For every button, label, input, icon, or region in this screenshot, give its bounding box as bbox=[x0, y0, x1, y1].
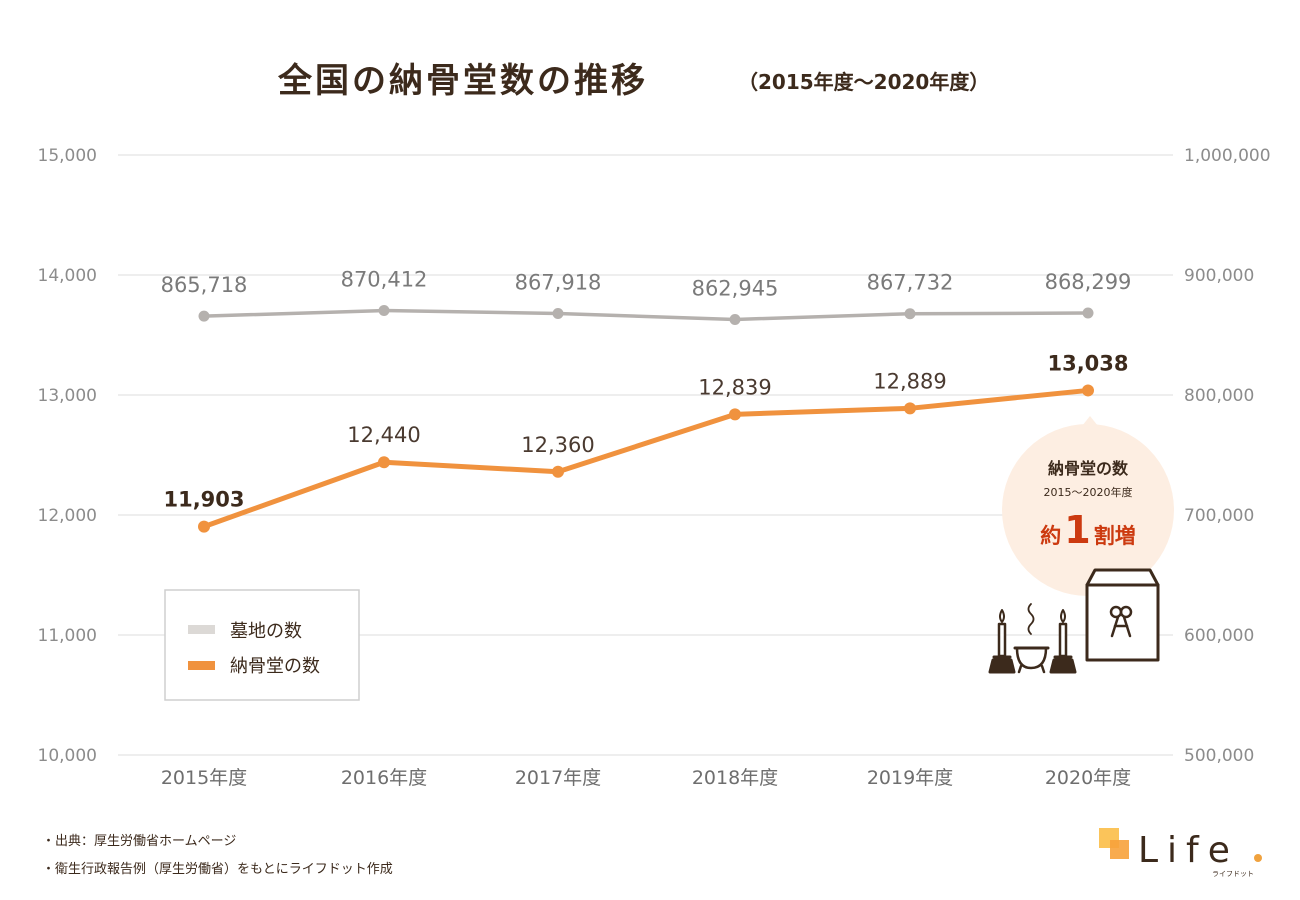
y-axis-right: 500,000 600,000 700,000 800,000 900,000 1,000… bbox=[1184, 146, 1271, 766]
y-left-tick-label: 13,000 bbox=[38, 386, 97, 406]
data-point-nokotsudo bbox=[1082, 384, 1094, 397]
y-left-tick-label: 10,000 bbox=[38, 746, 97, 766]
y-left-tick-label: 11,000 bbox=[38, 626, 97, 646]
data-point-grave bbox=[552, 307, 564, 319]
data-label-nokotsudo: 12,889 bbox=[873, 369, 946, 393]
logo-mark-front bbox=[1110, 840, 1129, 859]
data-point-nokotsudo bbox=[198, 520, 210, 533]
x-tick-label: 2019年度 bbox=[867, 767, 953, 789]
chart-subtitle: （2015年度〜2020年度） bbox=[738, 70, 989, 94]
data-label-grave: 862,945 bbox=[692, 276, 779, 300]
source-line-2: ・衛生行政報告例（厚生労働省）をもとにライフドット作成 bbox=[42, 862, 393, 877]
series-line-grave bbox=[203, 308, 1089, 322]
data-point-nokotsudo bbox=[552, 465, 564, 478]
logo-text: Life bbox=[1138, 830, 1239, 871]
data-label-grave: 865,718 bbox=[161, 273, 248, 297]
candle-left-icon bbox=[988, 609, 1016, 674]
brand-logo: Life ライフドット bbox=[1099, 828, 1262, 878]
y-left-tick-label: 15,000 bbox=[38, 146, 97, 166]
y-right-tick-label: 600,000 bbox=[1184, 626, 1254, 646]
x-tick-label: 2020年度 bbox=[1045, 767, 1131, 789]
data-label-nokotsudo: 12,440 bbox=[347, 423, 420, 447]
data-label-nokotsudo: 11,903 bbox=[163, 488, 244, 512]
callout-line1: 納骨堂の数 bbox=[1048, 459, 1129, 478]
callout-emphasis: 約1 割増 bbox=[1040, 508, 1135, 552]
x-axis: 2015年度 2016年度 2017年度 2018年度 2019年度 2020年度 bbox=[161, 767, 1131, 789]
y-right-tick-label: 900,000 bbox=[1184, 266, 1254, 286]
series-line-nokotsudo bbox=[203, 387, 1089, 529]
data-label-nokotsudo: 13,038 bbox=[1047, 351, 1128, 375]
data-label-grave: 868,299 bbox=[1045, 270, 1132, 294]
candle-right-icon bbox=[1049, 609, 1077, 674]
legend-label-nokotsudo: 納骨堂の数 bbox=[230, 656, 320, 677]
data-label-grave: 867,918 bbox=[515, 270, 602, 294]
series-nokotsudo: 11,903 12,440 12,360 12,839 12,889 13,038 bbox=[163, 351, 1129, 533]
data-label-grave: 870,412 bbox=[341, 268, 428, 292]
callout-circle bbox=[1002, 424, 1174, 596]
chart-title: 全国の納骨堂数の推移 bbox=[277, 61, 648, 101]
altar-illustration bbox=[988, 568, 1160, 674]
y-right-tick-label: 800,000 bbox=[1184, 386, 1254, 406]
series-grave: 865,718 870,412 867,918 862,945 867,732 868,2… bbox=[161, 268, 1132, 325]
legend-box bbox=[164, 589, 360, 701]
legend-swatch-grave bbox=[188, 625, 215, 634]
legend: 墓地の数 納骨堂の数 bbox=[164, 589, 360, 701]
data-point-grave bbox=[729, 313, 741, 325]
data-point-nokotsudo bbox=[904, 402, 916, 415]
callout-bubble: 納骨堂の数 2015〜2020年度 約1 割増 bbox=[1002, 416, 1174, 596]
urn-box-icon bbox=[1085, 568, 1160, 662]
x-tick-label: 2016年度 bbox=[341, 767, 427, 789]
y-left-tick-label: 14,000 bbox=[38, 266, 97, 286]
legend-swatch-nokotsudo bbox=[188, 661, 215, 670]
y-axis-left: 10,000 11,000 12,000 13,000 14,000 15,000 bbox=[38, 146, 97, 766]
data-point-grave bbox=[198, 310, 210, 322]
y-right-tick-label: 700,000 bbox=[1184, 506, 1254, 526]
y-right-tick-label: 1,000,000 bbox=[1184, 146, 1271, 166]
logo-subtext: ライフドット bbox=[1212, 870, 1254, 878]
y-right-tick-label: 500,000 bbox=[1184, 746, 1254, 766]
data-point-grave bbox=[378, 305, 390, 317]
x-tick-label: 2015年度 bbox=[161, 767, 247, 789]
x-tick-label: 2018年度 bbox=[692, 767, 778, 789]
data-point-grave bbox=[1082, 307, 1094, 319]
source-line-1: ・出典：厚生労働省ホームページ bbox=[42, 834, 236, 849]
data-point-grave bbox=[904, 308, 916, 320]
data-label-nokotsudo: 12,360 bbox=[521, 433, 594, 457]
legend-label-grave: 墓地の数 bbox=[230, 621, 302, 642]
data-point-nokotsudo bbox=[729, 408, 741, 421]
data-label-nokotsudo: 12,839 bbox=[698, 375, 771, 399]
data-point-nokotsudo bbox=[378, 456, 390, 469]
logo-dot bbox=[1254, 854, 1262, 862]
y-left-tick-label: 12,000 bbox=[38, 506, 97, 526]
x-tick-label: 2017年度 bbox=[515, 767, 601, 789]
data-label-grave: 867,732 bbox=[867, 271, 954, 295]
callout-line2: 2015〜2020年度 bbox=[1044, 485, 1133, 499]
incense-burner-icon bbox=[1013, 603, 1050, 674]
